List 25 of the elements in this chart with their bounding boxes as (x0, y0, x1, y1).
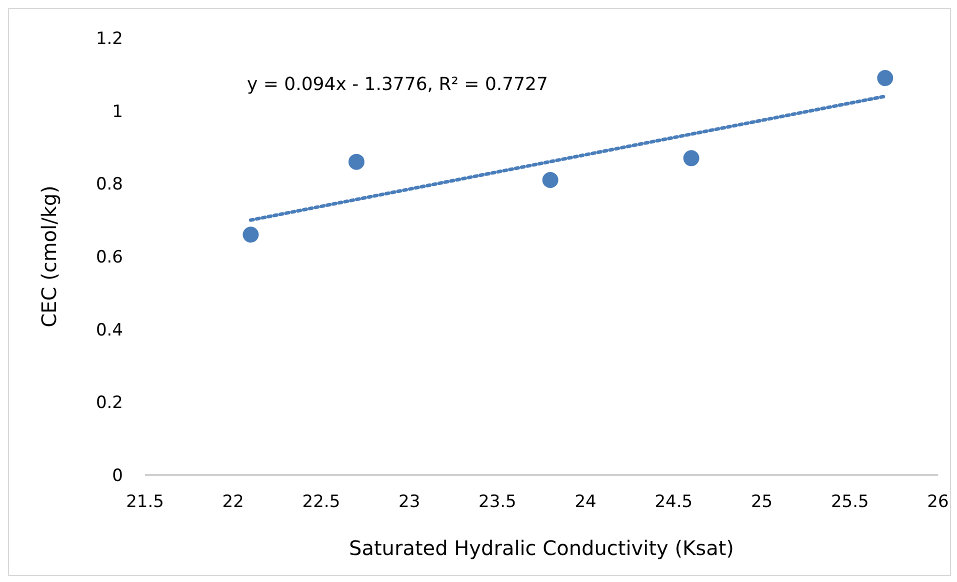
y-tick-label: 0.2 (96, 393, 123, 414)
y-tick-label: 0.6 (96, 248, 123, 268)
y-tick-label: 0.8 (96, 174, 123, 195)
y-tick-label: 0 (112, 466, 123, 486)
y-tick-label: 1 (112, 102, 123, 122)
x-tick-label: 23 (398, 492, 420, 512)
x-tick-label: 21.5 (126, 492, 164, 512)
point (877, 70, 894, 86)
x-tick-label: 23.5 (478, 492, 516, 512)
x-tick-label: 25 (750, 492, 773, 512)
point (242, 226, 259, 243)
point (348, 154, 364, 170)
x-tick-label: 22.5 (302, 492, 340, 512)
y-tick-label: 0.4 (96, 320, 123, 340)
annotation: y = 0.094x - 1.3776, R² = 0.7727 (247, 74, 548, 95)
y-axis-title: CEC (cmol/kg) (37, 186, 62, 328)
x-tick-label: 24 (574, 492, 596, 512)
x-tick-label: 25.5 (830, 492, 869, 512)
point (683, 150, 700, 166)
point (542, 172, 558, 188)
x-axis-title: Saturated Hydralic Conductivity (Ksat) (349, 536, 734, 560)
x-tick-label: 24.5 (654, 492, 693, 512)
x-tick-label: 26 (927, 492, 949, 512)
y-tick-label: 1.2 (96, 29, 123, 50)
x-tick-label: 22 (222, 492, 244, 512)
